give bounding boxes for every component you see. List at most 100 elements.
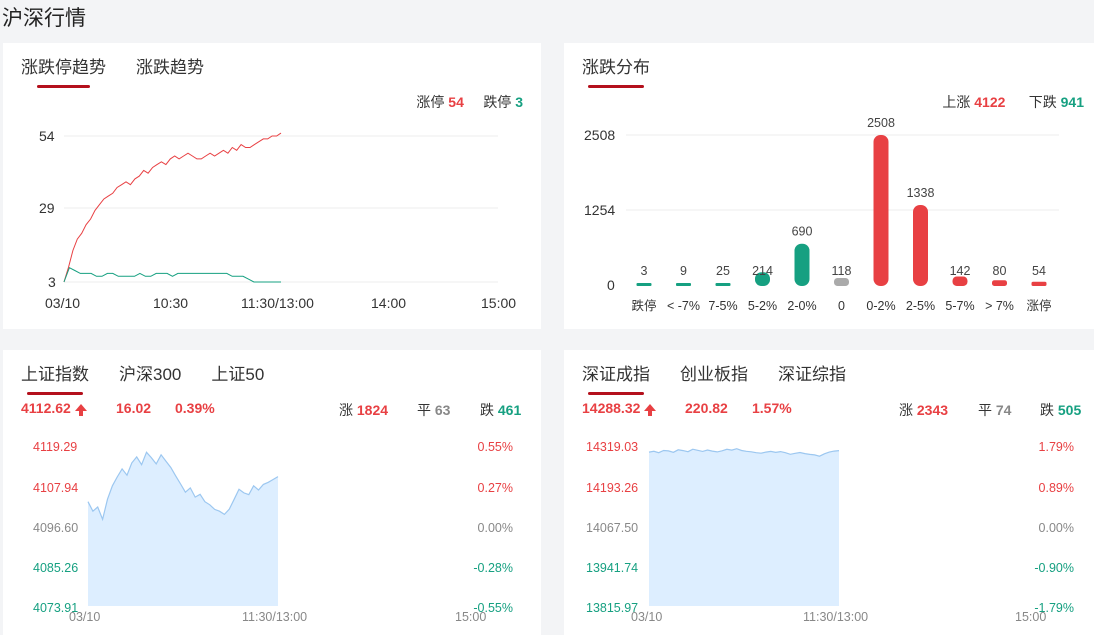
index-price: 14288.32 bbox=[582, 400, 657, 416]
price-area bbox=[88, 452, 278, 606]
y-tick: 14319.03 bbox=[586, 440, 638, 454]
bar[interactable] bbox=[913, 204, 928, 286]
y-tick: 13815.97 bbox=[586, 601, 638, 615]
bar[interactable] bbox=[834, 277, 849, 286]
down-count: 跌 505 bbox=[1040, 402, 1082, 418]
category-label: 5-2% bbox=[748, 299, 777, 313]
bar[interactable] bbox=[794, 243, 810, 286]
category-label: 2-0% bbox=[787, 299, 816, 313]
tab-chinext[interactable]: 创业板指 bbox=[680, 365, 748, 384]
tab-distribution[interactable]: 涨跌分布 bbox=[582, 53, 650, 88]
index-change-pct: 1.57% bbox=[752, 400, 792, 416]
tab-sh-composite[interactable]: 上证指数 bbox=[21, 360, 89, 395]
bar-value-label: 214 bbox=[752, 264, 773, 278]
down-value: 941 bbox=[1060, 94, 1084, 110]
sh-index-card: 上证指数 沪深300 上证50 4112.62 16.02 0.39% 涨 18… bbox=[3, 350, 541, 635]
y-tick: 4107.94 bbox=[33, 481, 78, 495]
y-pct-tick: -0.28% bbox=[473, 561, 513, 575]
category-label: 7-5% bbox=[708, 299, 737, 313]
bar[interactable] bbox=[1031, 281, 1047, 286]
up-count: 涨 2343 bbox=[899, 402, 949, 418]
y-pct-tick: 0.55% bbox=[478, 440, 513, 454]
y-tick: 29 bbox=[39, 200, 55, 216]
tab-sse50[interactable]: 上证50 bbox=[211, 365, 265, 384]
tab-limit-trend[interactable]: 涨跌停趋势 bbox=[21, 53, 106, 88]
category-label: 5-7% bbox=[945, 299, 974, 313]
index-change: 220.82 bbox=[685, 400, 728, 416]
y-tick: 1254 bbox=[584, 202, 615, 218]
index-price: 4112.62 bbox=[21, 400, 87, 416]
bar-value-label: 118 bbox=[832, 264, 852, 278]
y-pct-tick: 0.00% bbox=[1039, 521, 1074, 535]
price-line bbox=[648, 448, 840, 457]
sh-index-chart: 4119.29 4107.94 4096.60 4085.26 4073.91 … bbox=[33, 440, 513, 624]
x-tick: 11:30/13:00 bbox=[803, 610, 868, 624]
y-tick: 4073.91 bbox=[33, 601, 78, 615]
price-area bbox=[649, 448, 839, 606]
x-tick: 03/10 bbox=[45, 295, 80, 311]
y-tick: 14067.50 bbox=[586, 521, 638, 535]
limit-down-value: 3 bbox=[515, 94, 523, 110]
category-label: < -7% bbox=[667, 299, 700, 313]
page-title: 沪深行情 bbox=[2, 7, 86, 30]
bar[interactable] bbox=[636, 283, 652, 286]
y-tick: 13941.74 bbox=[586, 561, 638, 575]
x-tick: 11:30/13:00 bbox=[241, 295, 314, 311]
x-tick: 15:00 bbox=[1015, 610, 1046, 624]
y-tick: 3 bbox=[48, 274, 56, 290]
up-count: 涨 1824 bbox=[339, 402, 389, 418]
x-tick: 15:00 bbox=[481, 295, 516, 311]
bar-value-label: 690 bbox=[792, 225, 813, 239]
bar[interactable] bbox=[873, 135, 889, 286]
limit-up-label: 涨停 bbox=[416, 94, 445, 110]
tab-rise-fall-trend[interactable]: 涨跌趋势 bbox=[136, 58, 204, 77]
flat-count: 平 63 bbox=[417, 402, 451, 418]
y-tick: 0 bbox=[607, 277, 615, 293]
limit-trend-card: 涨跌停趋势 涨跌趋势 涨停 54 跌停 3 54 29 3 03/10 10:3… bbox=[3, 43, 541, 329]
y-tick: 4119.29 bbox=[33, 440, 77, 454]
category-label: 2-5% bbox=[906, 299, 935, 313]
limit-stats: 涨停 54 跌停 3 bbox=[416, 92, 523, 112]
arrow-up-icon bbox=[74, 404, 87, 416]
tab-sz-composite[interactable]: 深证综指 bbox=[778, 365, 846, 384]
y-pct-tick: 0.27% bbox=[478, 481, 513, 495]
flat-count: 平 74 bbox=[978, 402, 1012, 418]
y-tick: 54 bbox=[39, 128, 55, 144]
bar-value-label: 9 bbox=[680, 264, 687, 278]
bar[interactable] bbox=[952, 276, 968, 286]
y-tick: 4085.26 bbox=[33, 561, 78, 575]
y-pct-tick: -0.55% bbox=[473, 601, 513, 615]
y-tick: 14193.26 bbox=[586, 481, 638, 495]
tab-csi300[interactable]: 沪深300 bbox=[119, 365, 182, 384]
bar-value-label: 3 bbox=[641, 264, 648, 278]
y-tick: 4096.60 bbox=[33, 521, 78, 535]
y-pct-tick: 0.00% bbox=[478, 521, 513, 535]
bar-value-label: 25 bbox=[716, 264, 730, 278]
bar[interactable] bbox=[755, 272, 770, 286]
category-label: 涨停 bbox=[1026, 298, 1051, 313]
arrow-up-icon bbox=[644, 404, 657, 416]
category-label: 0-2% bbox=[866, 299, 895, 313]
bar[interactable] bbox=[676, 283, 691, 286]
category-label: > 7% bbox=[985, 299, 1014, 313]
y-pct-tick: -1.79% bbox=[1034, 601, 1074, 615]
up-label: 上涨 bbox=[942, 94, 971, 110]
x-tick: 15:00 bbox=[455, 610, 486, 624]
rise-fall-stats: 上涨 4122 下跌 941 bbox=[942, 92, 1084, 112]
bar[interactable] bbox=[715, 283, 731, 286]
bar[interactable] bbox=[992, 280, 1007, 286]
category-label: 跌停 bbox=[631, 298, 656, 313]
index-change-pct: 0.39% bbox=[175, 400, 215, 416]
limit-down-label: 跌停 bbox=[483, 94, 512, 110]
distribution-card: 涨跌分布 上涨 4122 下跌 941 2508 1254 0 3 跌停 9 < -7… bbox=[564, 43, 1094, 329]
distribution-chart: 2508 1254 0 3 跌停 9 < -7% 25 7-5% 214 5-2% 690 2-0… bbox=[584, 116, 1059, 313]
tab-sz-component[interactable]: 深证成指 bbox=[582, 360, 650, 395]
limit-up-value: 54 bbox=[448, 94, 464, 110]
sz-index-chart: 14319.03 14193.26 14067.50 13941.74 1381… bbox=[586, 440, 1074, 624]
bar-value-label: 2508 bbox=[867, 116, 895, 130]
x-tick: 10:30 bbox=[153, 295, 188, 311]
bar-value-label: 1338 bbox=[907, 186, 935, 200]
y-pct-tick: 0.89% bbox=[1039, 481, 1074, 495]
y-pct-tick: 1.79% bbox=[1039, 440, 1074, 454]
sz-index-card: 深证成指 创业板指 深证综指 14288.32 220.82 1.57% 涨 2… bbox=[564, 350, 1094, 635]
